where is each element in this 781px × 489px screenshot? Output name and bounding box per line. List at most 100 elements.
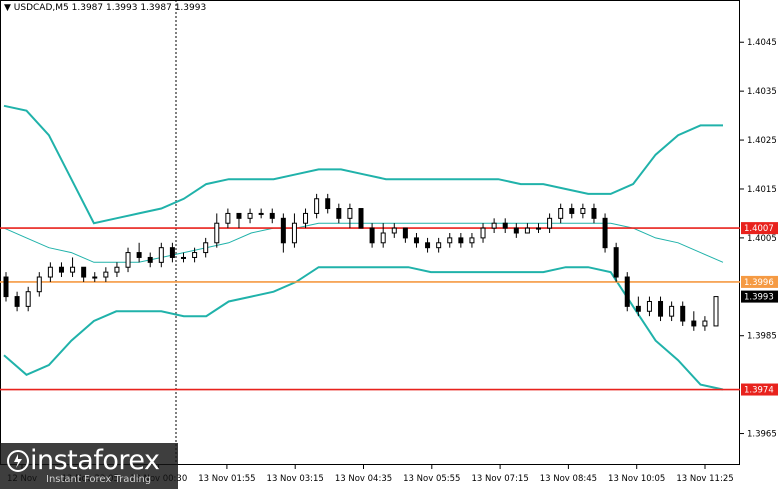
candle-body [169, 247, 175, 258]
plot-frame [0, 0, 740, 465]
candle-body [646, 300, 652, 312]
candle-body [658, 300, 664, 317]
ohlc-quote: 1.3987 1.3993 1.3987 1.3993 [71, 3, 207, 13]
y-tick-label: 1.4045 [747, 38, 777, 48]
watermark-brand: instaforex [30, 445, 160, 476]
level-price-tag-box [741, 275, 778, 288]
candle-body [413, 237, 419, 244]
candle-body [669, 305, 675, 317]
candle-body [214, 222, 220, 244]
y-tick-label: 1.4015 [747, 185, 777, 195]
instaforex-logo-icon [7, 450, 29, 472]
candle-body [47, 266, 53, 278]
candle-body [114, 266, 120, 273]
candle-body [103, 271, 109, 278]
candle-body [347, 208, 353, 219]
candle-body [713, 296, 719, 327]
symbol-label: USDCAD,M5 [13, 3, 69, 13]
candle-body [158, 247, 164, 263]
candle-body [147, 256, 153, 263]
x-tick-label: 13 Nov 07:15 [471, 474, 528, 484]
candle-body [92, 276, 98, 279]
price-tags: 1.4007 1.3996 1.3974 1.3993 [741, 222, 778, 396]
bollinger-upper-line [3, 104, 723, 225]
candle-body [369, 227, 375, 244]
y-tick-label: 1.4035 [747, 87, 777, 97]
candle-body [502, 222, 508, 229]
candle-body [680, 305, 686, 322]
candle-body [314, 198, 320, 214]
candle-body [458, 237, 464, 244]
candle-body [181, 256, 186, 259]
candle-body [580, 208, 586, 214]
candle-body [491, 222, 497, 229]
x-tick-label: 13 Nov 01:55 [198, 474, 255, 484]
candle-body [258, 212, 264, 215]
y-tick-label: 1.3965 [747, 430, 777, 440]
candle-body [702, 320, 708, 327]
watermark-tagline: Instant Forex Trading [46, 474, 152, 485]
candle-body [613, 247, 619, 278]
candle-body [380, 232, 386, 244]
candle-body [203, 242, 209, 254]
instaforex-watermark: instaforex Instant Forex Trading [0, 443, 178, 489]
price-axis: 1.4045 1.4035 1.4025 1.4015 1.4005 1.3985 1.39… [740, 38, 777, 440]
level-price-tag-label: 1.3996 [744, 278, 774, 288]
x-tick-label: 13 Nov 10:05 [608, 474, 665, 484]
level-price-tag-label: 1.4007 [744, 224, 774, 234]
candle-body [513, 227, 519, 234]
dropdown-arrow-icon[interactable]: ▼ [4, 3, 11, 13]
level-price-tag-box [741, 222, 778, 235]
candle-body [303, 212, 309, 224]
symbol-header: ▼ USDCAD,M5 1.3987 1.3993 1.3987 1.3993 [4, 3, 206, 13]
candle-body [136, 252, 142, 258]
candle-body [192, 252, 198, 258]
candle-body [624, 276, 630, 307]
candle-body [70, 266, 76, 273]
candle-body [569, 208, 575, 214]
candle-body [547, 217, 553, 229]
current-price-tag-label: 1.3993 [744, 293, 774, 303]
candle-body [269, 212, 275, 219]
x-tick-label: 13 Nov 03:15 [267, 474, 324, 484]
candle-body [3, 276, 9, 298]
candle-body [358, 208, 364, 229]
current-price-tag-box [741, 290, 778, 303]
candle-body [280, 217, 286, 244]
candle-body [25, 291, 31, 307]
candle-body [81, 266, 87, 278]
candle-body [14, 296, 20, 307]
x-tick-label: 13 Nov 05:55 [403, 474, 460, 484]
bollinger-lower-line [3, 266, 724, 391]
x-tick-label: 13 Nov 04:35 [335, 474, 392, 484]
x-tick-label: 13 Nov 08:45 [540, 474, 597, 484]
candle-body [591, 208, 597, 219]
candlestick-series [3, 193, 719, 331]
level-price-tag-label: 1.3974 [744, 386, 774, 396]
candle-body [536, 227, 541, 230]
y-tick-label: 1.4025 [747, 136, 777, 146]
candle-body [336, 208, 342, 219]
candle-body [425, 242, 431, 249]
candle-body [447, 237, 453, 244]
candle-body [558, 208, 564, 219]
candle-body [291, 222, 297, 244]
x-tick-label: 13 Nov 11:25 [676, 474, 733, 484]
level-price-tag-box [741, 383, 778, 396]
y-tick-label: 1.3985 [747, 332, 777, 342]
candle-body [480, 227, 486, 239]
candle-body [236, 212, 242, 219]
candle-body [524, 227, 530, 234]
candle-body [247, 212, 253, 219]
candle-body [436, 242, 442, 249]
candle-body [402, 227, 408, 239]
candle-body [325, 198, 331, 210]
candle-body [691, 320, 697, 327]
candle-body [36, 276, 42, 293]
candle-body [58, 266, 64, 273]
candle-body [602, 217, 608, 249]
